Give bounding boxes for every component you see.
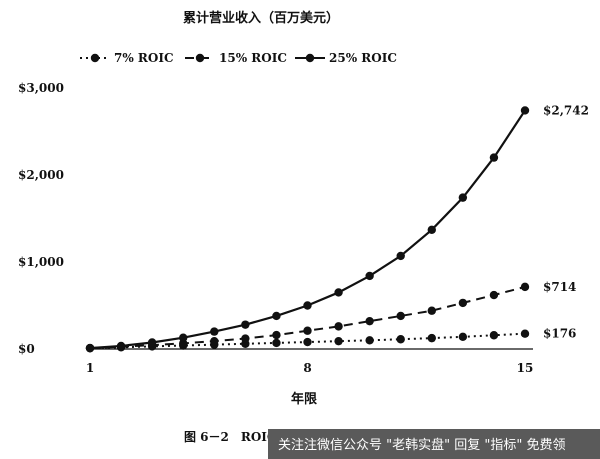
x-tick-label: 1: [86, 361, 94, 375]
legend-swatch-marker: [195, 53, 205, 63]
data-point: [210, 327, 219, 336]
data-point: [179, 333, 188, 342]
data-point: [489, 153, 499, 162]
legend: 7% ROIC 15% ROIC 25% ROIC: [80, 51, 397, 65]
data-point: [334, 336, 343, 346]
data-point: [427, 225, 436, 235]
end-value-label: $176: [543, 327, 576, 341]
data-point: [210, 336, 219, 346]
legend-label: 15% ROIC: [219, 51, 287, 65]
data-point: [303, 337, 312, 347]
legend-label: 25% ROIC: [329, 51, 397, 65]
data-point: [116, 341, 126, 351]
data-point: [272, 330, 281, 340]
data-point: [365, 336, 374, 345]
watermark-text: 关注注微信公众号 "老韩实盘" 回复 "指标" 免费领: [278, 437, 565, 453]
chart-title: 累计营业收入（百万美元）: [183, 10, 339, 26]
watermark-background: [268, 429, 600, 459]
data-point: [147, 338, 157, 347]
y-tick-label: $1,000: [18, 255, 64, 269]
data-point: [241, 334, 250, 343]
data-point: [458, 298, 468, 308]
data-point: [520, 106, 530, 115]
legend-label: 7% ROIC: [114, 51, 174, 65]
data-point: [489, 290, 499, 300]
y-tick-label: $0: [18, 342, 35, 356]
end-value-label: $2,742: [543, 103, 589, 117]
series-line: [89, 109, 526, 350]
x-axis-label: 年限: [291, 391, 318, 407]
end-value-label: $714: [543, 280, 576, 294]
data-point: [427, 333, 436, 343]
x-axis-ticks: 1 8 15: [86, 361, 534, 375]
data-point: [272, 311, 281, 321]
data-point: [396, 251, 405, 261]
y-axis-ticks: $0 $1,000 $2,000 $3,000: [18, 81, 64, 356]
data-point: [489, 331, 499, 340]
series-25-roic: $2,742: [85, 103, 589, 353]
data-point: [365, 316, 374, 326]
data-point: [272, 338, 281, 348]
x-tick-label: 8: [303, 361, 311, 375]
legend-swatch-marker: [90, 53, 100, 63]
data-point: [396, 311, 405, 321]
y-tick-label: $2,000: [18, 168, 64, 182]
data-point: [365, 271, 374, 281]
data-point: [334, 322, 343, 331]
data-point: [303, 326, 312, 335]
x-tick-label: 15: [517, 361, 534, 375]
y-tick-label: $3,000: [18, 81, 64, 95]
data-point: [85, 343, 95, 353]
series-group: $176 $714 $2,742: [85, 103, 589, 353]
data-point: [520, 282, 530, 292]
data-point: [520, 329, 530, 338]
series-15-roic: $714: [85, 280, 576, 353]
legend-swatch-marker: [305, 53, 315, 63]
data-point: [458, 193, 468, 202]
data-point: [303, 301, 312, 310]
data-point: [427, 306, 436, 315]
data-point: [396, 335, 405, 344]
data-point: [458, 332, 468, 342]
data-point: [334, 288, 343, 297]
data-point: [241, 320, 250, 329]
